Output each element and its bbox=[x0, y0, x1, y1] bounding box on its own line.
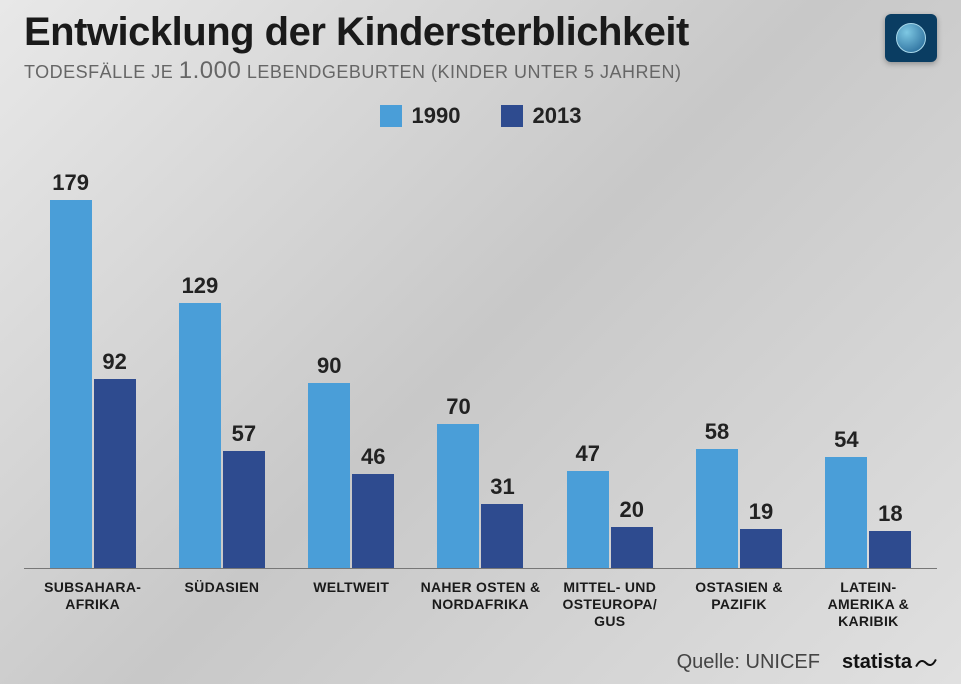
bar-chart: 179921295790467031472058195418 bbox=[24, 139, 937, 569]
bar: 58 bbox=[696, 449, 738, 568]
legend-label-2013: 2013 bbox=[533, 103, 582, 129]
bar: 20 bbox=[611, 527, 653, 568]
globe-icon bbox=[896, 23, 926, 53]
bar-value-label: 47 bbox=[576, 441, 600, 467]
bar: 54 bbox=[825, 457, 867, 568]
bar-value-label: 31 bbox=[490, 474, 514, 500]
statista-logo: statista bbox=[842, 651, 937, 674]
axis-label: SUBSAHARA-AFRIKA bbox=[33, 579, 153, 629]
broadcaster-logo bbox=[885, 14, 937, 62]
legend-swatch-2013 bbox=[501, 105, 523, 127]
axis-label: NAHER OSTEN & NORDAFRIKA bbox=[420, 579, 540, 629]
bar: 92 bbox=[94, 379, 136, 568]
subtitle-prefix: todesfälle je bbox=[24, 62, 173, 82]
bar-value-label: 46 bbox=[361, 444, 385, 470]
bar-value-label: 70 bbox=[446, 394, 470, 420]
chart-subtitle: todesfälle je 1.000 lebendgeburten (kind… bbox=[24, 57, 937, 85]
bar-group: 7031 bbox=[437, 424, 523, 568]
bar-value-label: 19 bbox=[749, 499, 773, 525]
bar: 18 bbox=[869, 531, 911, 568]
axis-label: LATEIN-AMERIKA & KARIBIK bbox=[808, 579, 928, 629]
bar: 90 bbox=[308, 383, 350, 568]
bar-group: 5819 bbox=[696, 449, 782, 568]
chart-footer: Quelle: UNICEF statista bbox=[24, 651, 937, 674]
legend-item-2013: 2013 bbox=[501, 103, 582, 129]
bar: 47 bbox=[567, 471, 609, 568]
bar-value-label: 90 bbox=[317, 353, 341, 379]
bar: 19 bbox=[740, 529, 782, 568]
bar: 46 bbox=[352, 474, 394, 568]
axis-label: OSTASIEN & PAZIFIK bbox=[679, 579, 799, 629]
bar: 129 bbox=[179, 303, 221, 568]
bar: 179 bbox=[50, 200, 92, 568]
statista-text: statista bbox=[842, 651, 912, 674]
bar-group: 5418 bbox=[825, 457, 911, 568]
axis-labels-row: SUBSAHARA-AFRIKASÜDASIENWELTWEITNAHER OS… bbox=[24, 579, 937, 629]
chart-title: Entwicklung der Kindersterblichkeit bbox=[24, 10, 937, 55]
axis-label: MITTEL- UND OSTEUROPA/ GUS bbox=[550, 579, 670, 629]
legend-label-1990: 1990 bbox=[412, 103, 461, 129]
bar-value-label: 57 bbox=[232, 421, 256, 447]
bar-value-label: 179 bbox=[52, 170, 89, 196]
chart-header: Entwicklung der Kindersterblichkeit tode… bbox=[0, 0, 961, 85]
bar-group: 9046 bbox=[308, 383, 394, 568]
axis-label: WELTWEIT bbox=[291, 579, 411, 629]
statista-wave-icon bbox=[915, 654, 937, 672]
subtitle-suffix: lebendgeburten (kinder unter 5 jahren) bbox=[247, 62, 682, 82]
subtitle-number: 1.000 bbox=[179, 57, 242, 84]
bar: 57 bbox=[223, 451, 265, 568]
bar-group: 4720 bbox=[567, 471, 653, 568]
bar-group: 17992 bbox=[50, 200, 136, 568]
bar-value-label: 129 bbox=[182, 273, 219, 299]
chart-legend: 1990 2013 bbox=[0, 103, 961, 129]
bar-value-label: 20 bbox=[620, 497, 644, 523]
source-text: Quelle: UNICEF bbox=[677, 651, 820, 674]
bar-value-label: 92 bbox=[102, 349, 126, 375]
bar-value-label: 58 bbox=[705, 419, 729, 445]
bar: 31 bbox=[481, 504, 523, 568]
bar-value-label: 18 bbox=[878, 501, 902, 527]
bar-value-label: 54 bbox=[834, 427, 858, 453]
legend-item-1990: 1990 bbox=[380, 103, 461, 129]
axis-label: SÜDASIEN bbox=[162, 579, 282, 629]
bar-group: 12957 bbox=[179, 303, 265, 568]
legend-swatch-1990 bbox=[380, 105, 402, 127]
bar: 70 bbox=[437, 424, 479, 568]
